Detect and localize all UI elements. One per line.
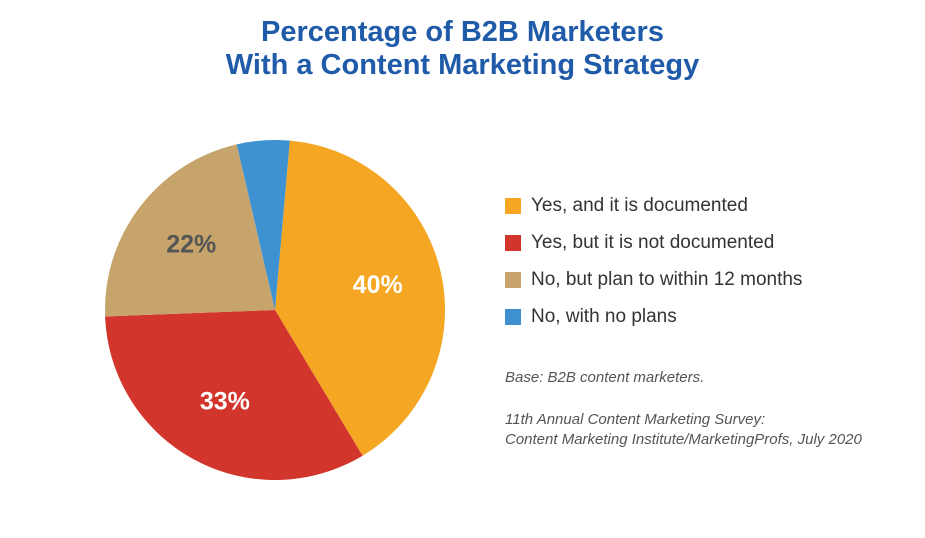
- footnote-source-line1-text: 11th Annual Content Marketing Survey:: [505, 411, 765, 428]
- pie-chart: 40%33%22%5%: [105, 140, 445, 485]
- legend-item: Yes, but it is not documented: [505, 232, 802, 254]
- legend-swatch-icon: [505, 309, 521, 325]
- pie-slice-label: 33%: [200, 387, 250, 415]
- legend-swatch-icon: [505, 235, 521, 251]
- legend-label: Yes, but it is not documented: [531, 232, 774, 254]
- footnote-source-line2: Content Marketing Institute/MarketingPro…: [505, 430, 862, 450]
- chart-title-line2: With a Content Marketing Strategy: [0, 49, 925, 82]
- footnote-base: Base: B2B content marketers.: [505, 368, 704, 388]
- legend-item: No, with no plans: [505, 306, 802, 328]
- pie-slice-label: 22%: [166, 231, 216, 259]
- footnote-source-line1: 11th Annual Content Marketing Survey:: [505, 410, 765, 430]
- legend-item: Yes, and it is documented: [505, 195, 802, 217]
- legend-item: No, but plan to within 12 months: [505, 269, 802, 291]
- pie-slice-label: 40%: [353, 271, 403, 299]
- chart-title: Percentage of B2B Marketers With a Conte…: [0, 16, 925, 83]
- legend: Yes, and it is documented Yes, but it is …: [505, 195, 802, 343]
- legend-swatch-icon: [505, 198, 521, 214]
- pie-svg: 40%33%22%5%: [105, 140, 445, 480]
- chart-title-line1: Percentage of B2B Marketers: [0, 16, 925, 49]
- footnote-source-line2-text: Content Marketing Institute/MarketingPro…: [505, 431, 862, 448]
- legend-swatch-icon: [505, 272, 521, 288]
- footnote-base-text: Base: B2B content marketers.: [505, 369, 704, 386]
- legend-label: No, but plan to within 12 months: [531, 269, 802, 291]
- chart-area: 40%33%22%5% Yes, and it is documentedYes…: [0, 118, 925, 518]
- legend-label: Yes, and it is documented: [531, 195, 748, 217]
- legend-label: No, with no plans: [531, 306, 677, 328]
